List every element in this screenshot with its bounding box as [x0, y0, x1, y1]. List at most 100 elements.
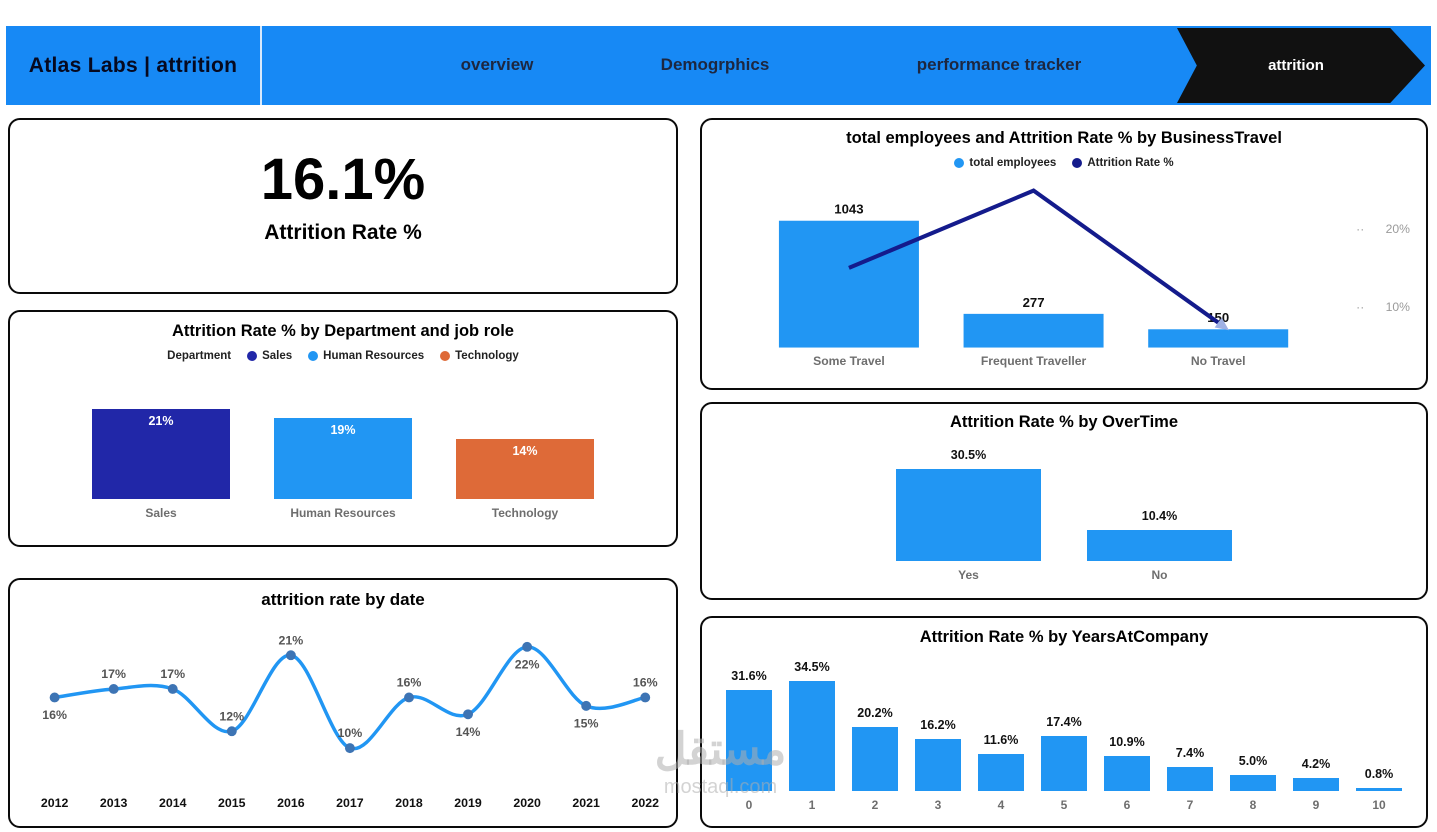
bar-sales[interactable]: 21% — [92, 409, 230, 499]
data-point-2019[interactable] — [463, 709, 473, 720]
bar-value-label: 20.2% — [857, 705, 893, 720]
bar-1[interactable] — [789, 681, 835, 791]
data-value-label: 16% — [397, 676, 422, 690]
tab-demographics[interactable]: Demogrphics — [660, 55, 770, 75]
bar-8[interactable] — [1230, 775, 1276, 791]
bar-value-label: 19% — [330, 422, 356, 437]
y2-axis-tick: 10% — [1386, 300, 1411, 314]
bar-no-travel[interactable] — [1148, 329, 1289, 348]
bar-value-label: 21% — [148, 414, 174, 428]
years-at-company-chart-card: Attrition Rate % by YearsAtCompany 31.6%… — [700, 616, 1428, 828]
legend-item-human-resources[interactable]: Human Resources — [308, 350, 424, 362]
bar-technology[interactable]: 14% — [456, 439, 594, 499]
legend-dot-icon — [1072, 158, 1083, 168]
bar-6[interactable] — [1104, 756, 1150, 791]
data-point-2021[interactable] — [581, 700, 592, 711]
legend-item-attrition-rate[interactable]: Attrition Rate % — [1072, 157, 1174, 169]
data-point-2018[interactable] — [404, 692, 414, 703]
bar-value-label: 10.4% — [1141, 508, 1178, 523]
bar-value-label: 17.4% — [1046, 714, 1082, 729]
bar-category-label: Human Resources — [290, 506, 396, 520]
bar-column-7: 7.4% 7 — [1167, 746, 1213, 814]
date-line-chart: 16% 2012 17% 2013 17% 2014 12% 2015 21% 2016 10% 20… — [41, 633, 659, 810]
bar-category-label: 0 — [745, 798, 753, 812]
data-value-label: 17% — [101, 667, 126, 681]
data-point-2014[interactable] — [167, 684, 178, 694]
x-axis-label: 2014 — [159, 796, 187, 810]
bar-value-label: 5.0% — [1238, 754, 1268, 769]
x-axis-label: 2017 — [336, 796, 364, 810]
x-axis-label: 2021 — [572, 796, 600, 810]
bar-column-sales: 21% Sales — [92, 409, 230, 522]
bar-category-label: 6 — [1123, 798, 1131, 812]
bar-column-9: 4.2% 9 — [1293, 757, 1339, 814]
department-chart-card: Attrition Rate % by Department and job r… — [8, 310, 678, 547]
date-chart-card: attrition rate by date 16% 2012 17% 2013 17%… — [8, 578, 678, 828]
bar-0[interactable] — [726, 690, 772, 791]
x-axis-label: 2020 — [513, 796, 541, 810]
data-point-2016[interactable] — [285, 650, 296, 661]
tab-attrition[interactable]: attrition — [1177, 28, 1425, 103]
bar-value-label: 10.9% — [1109, 735, 1145, 750]
bar-category-label: 3 — [934, 798, 942, 812]
legend-item-total-employees[interactable]: total employees — [954, 157, 1056, 169]
bar-column-3: 16.2% 3 — [915, 718, 961, 814]
bar-2[interactable] — [852, 726, 898, 791]
bar-category-label: 1 — [808, 798, 816, 812]
legend-dot-icon — [954, 158, 965, 168]
y2-axis-tick: 20% — [1386, 222, 1411, 236]
x-axis-label: 2012 — [41, 796, 69, 810]
bar-column-0: 31.6% 0 — [726, 669, 772, 814]
x-axis-label: 2022 — [631, 796, 659, 810]
bar-human-resources[interactable]: 19% — [274, 417, 412, 499]
data-value-label: 17% — [160, 667, 185, 681]
bar-10[interactable] — [1356, 788, 1402, 791]
data-point-2022[interactable] — [640, 692, 651, 703]
legend-title: Department — [167, 350, 232, 362]
tab-performance-tracker[interactable]: performance tracker — [916, 55, 1082, 75]
bar-value-label: 4.2% — [1301, 756, 1331, 771]
data-point-2020[interactable] — [522, 641, 533, 652]
chart-title: attrition rate by date — [261, 590, 425, 609]
bar-frequent-traveller[interactable] — [963, 313, 1104, 348]
bar-9[interactable] — [1293, 777, 1339, 791]
bar-column-10: 0.8% 10 — [1356, 767, 1402, 814]
y2-axis-dots: ·· — [1356, 222, 1364, 236]
data-value-label: 12% — [219, 709, 244, 723]
bar-3[interactable] — [915, 739, 961, 791]
legend-label: total employees — [969, 157, 1057, 169]
data-point-2017[interactable] — [344, 743, 355, 754]
x-axis-label: 2015 — [218, 796, 246, 810]
bar-value-label: 30.5% — [950, 448, 987, 462]
tab-overview[interactable]: overview — [460, 55, 534, 75]
x-axis-label: 2013 — [100, 796, 128, 810]
bar-category-label: 8 — [1249, 798, 1257, 812]
bar-category-label: Sales — [145, 506, 177, 520]
bar-some-travel[interactable] — [778, 220, 919, 348]
bar-value-label: 0.8% — [1364, 767, 1394, 781]
data-value-label: 10% — [338, 726, 363, 740]
bar-7[interactable] — [1167, 767, 1213, 791]
chart-title: Attrition Rate % by Department and job r… — [172, 322, 514, 340]
legend-item-technology[interactable]: Technology — [440, 350, 519, 362]
bar-value-label: 1043 — [834, 202, 863, 217]
legend-item-sales[interactable]: Sales — [247, 350, 292, 362]
bar-yes[interactable] — [896, 469, 1041, 561]
data-point-2012[interactable] — [49, 692, 60, 703]
bar-value-label: 14% — [512, 444, 538, 458]
department-bar-chart: 21% Sales 19% Human Resources 14% Technology — [10, 382, 676, 522]
x-axis-label: 2018 — [395, 796, 423, 810]
x-axis-label: 2019 — [454, 796, 482, 810]
bar-column-yes: 30.5% Yes — [896, 448, 1041, 584]
bar-no[interactable] — [1087, 529, 1232, 561]
bar-5[interactable] — [1041, 735, 1087, 791]
data-point-2015[interactable] — [226, 726, 237, 737]
data-point-2013[interactable] — [108, 684, 119, 694]
bar-category-label: Some Travel — [813, 354, 885, 368]
attrition-rate-line[interactable] — [848, 188, 1220, 325]
bar-category-label: 10 — [1372, 798, 1386, 812]
nav-tabs: overview Demogrphics performance tracker — [388, 26, 1174, 105]
bar-4[interactable] — [978, 754, 1024, 791]
legend-label: Technology — [455, 350, 519, 362]
